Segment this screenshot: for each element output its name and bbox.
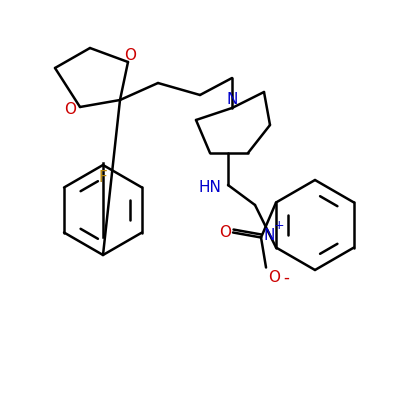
- Text: N: N: [263, 228, 275, 243]
- Text: N: N: [226, 92, 238, 108]
- Text: O: O: [64, 102, 76, 116]
- Text: O: O: [124, 48, 136, 64]
- Text: -: -: [283, 268, 289, 286]
- Text: HN: HN: [198, 180, 222, 194]
- Text: F: F: [99, 170, 107, 184]
- Text: +: +: [274, 219, 284, 232]
- Text: O: O: [219, 225, 231, 240]
- Text: O: O: [268, 270, 280, 285]
